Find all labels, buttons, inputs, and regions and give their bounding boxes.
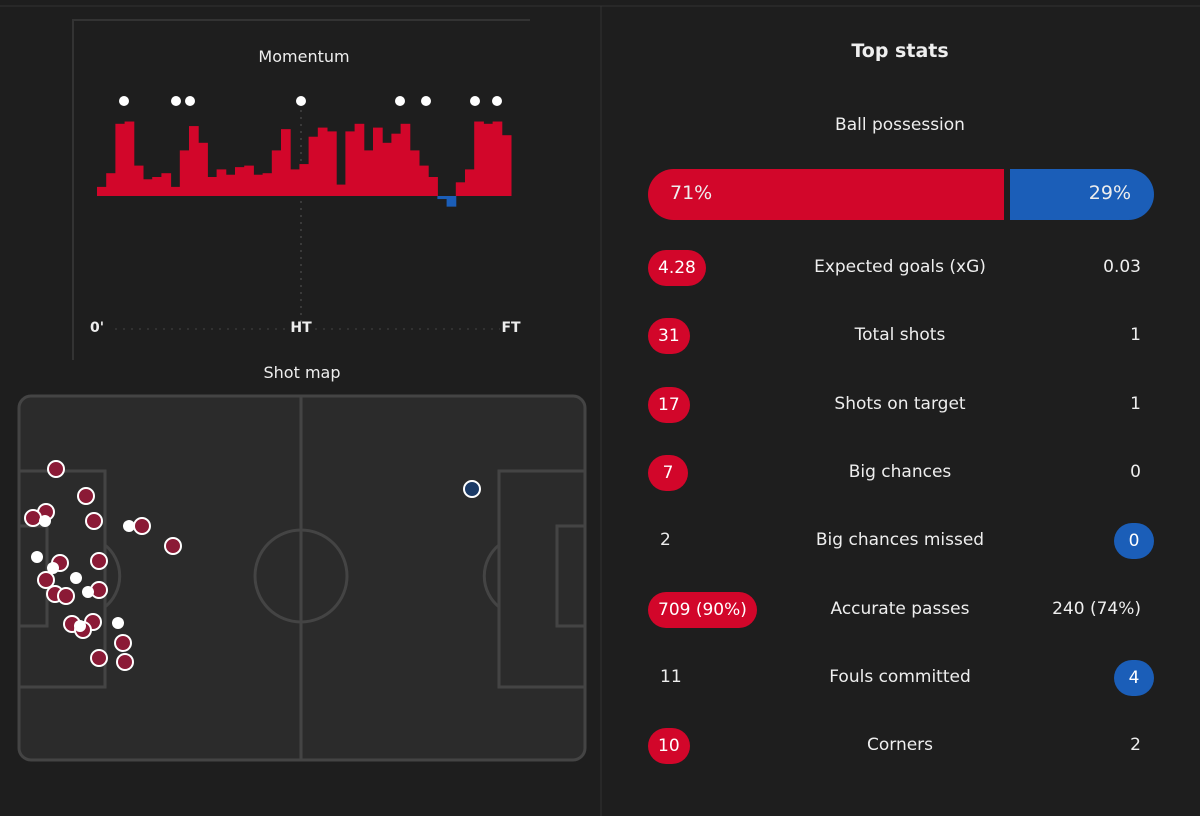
possession-home xyxy=(648,169,1005,220)
momentum-bar xyxy=(409,150,420,196)
momentum-bar xyxy=(446,196,457,207)
stat-label: Fouls committed xyxy=(829,666,971,687)
stat-home: 7 xyxy=(648,454,688,491)
momentum-chart xyxy=(97,121,512,207)
momentum-bar xyxy=(391,133,402,196)
momentum-bar xyxy=(455,182,466,196)
momentum-bar xyxy=(336,184,346,196)
possession-away-label: 29% xyxy=(1088,182,1131,204)
stat-home: 17 xyxy=(648,386,690,423)
momentum-bar xyxy=(373,127,383,196)
momentum-bar xyxy=(124,121,135,196)
possession-away xyxy=(1010,169,1154,220)
momentum-bar xyxy=(253,174,264,196)
momentum-bar xyxy=(225,174,236,196)
momentum-bar xyxy=(271,150,282,196)
momentum-bar xyxy=(290,169,300,196)
momentum-title: Momentum xyxy=(258,47,350,66)
stat-home: 31 xyxy=(648,318,690,355)
shot-map-title: Shot map xyxy=(263,363,341,382)
stat-away: 1 xyxy=(1130,393,1141,414)
stat-home: 10 xyxy=(648,728,690,765)
momentum-bar xyxy=(189,126,199,196)
stat-home: 709 (90%) xyxy=(648,591,757,628)
stat-label: Corners xyxy=(866,735,934,756)
momentum-bar xyxy=(152,177,162,196)
momentum-bar xyxy=(419,165,429,196)
goal-shots xyxy=(31,515,135,632)
stat-home: 11 xyxy=(660,666,682,687)
momentum-bar xyxy=(170,186,181,196)
momentum-bar xyxy=(281,129,291,196)
momentum-bar xyxy=(299,164,310,196)
possession-home-label: 71% xyxy=(670,182,713,204)
momentum-bar xyxy=(363,150,374,196)
time-label: HT xyxy=(290,320,312,336)
stat-label: Total shots xyxy=(854,325,946,346)
stat-away: 0 xyxy=(1130,461,1141,482)
stat-home: 4.28 xyxy=(648,250,706,286)
time-label: FT xyxy=(501,320,521,336)
stat-label: Big chances missed xyxy=(815,530,985,551)
momentum-bar xyxy=(244,165,254,196)
momentum-bar xyxy=(354,123,365,196)
momentum-bar xyxy=(327,131,337,196)
momentum-bar xyxy=(345,131,356,196)
momentum-bar xyxy=(97,186,107,196)
momentum-bar xyxy=(400,123,411,196)
momentum-bar xyxy=(262,173,273,196)
momentum-bar xyxy=(143,179,153,196)
time-label: 0' xyxy=(89,320,105,336)
stat-label: Expected goals (xG) xyxy=(814,257,986,277)
momentum-bar xyxy=(198,142,208,196)
possession-label: Ball possession xyxy=(835,115,965,135)
stat-label: Shots on target xyxy=(834,393,966,414)
stat-away: 4 xyxy=(1114,659,1154,696)
stat-away: 1 xyxy=(1130,325,1141,346)
momentum-bar xyxy=(483,123,494,196)
stat-away: 0 xyxy=(1114,523,1154,560)
momentum-bar xyxy=(216,169,227,196)
momentum-bar xyxy=(133,165,144,196)
stat-away: 0.03 xyxy=(1103,257,1141,277)
stat-home: 2 xyxy=(660,530,671,551)
momentum-bar xyxy=(437,196,448,200)
stat-away: 240 (74%) xyxy=(1052,598,1141,619)
momentum-frame xyxy=(72,19,530,360)
pitch xyxy=(17,394,587,762)
stat-label: Accurate passes xyxy=(830,598,970,619)
momentum-bar xyxy=(317,127,328,196)
momentum-bar xyxy=(428,177,438,196)
goal-icons xyxy=(119,96,502,106)
momentum-bar xyxy=(115,123,126,196)
momentum-bar xyxy=(501,135,512,196)
momentum-bar xyxy=(235,167,245,196)
momentum-bar xyxy=(382,142,392,196)
momentum-bar xyxy=(492,121,503,196)
momentum-bar xyxy=(106,173,116,196)
momentum-bar xyxy=(179,150,190,196)
momentum-bar xyxy=(308,136,319,196)
momentum-bar xyxy=(161,173,172,196)
stat-away: 2 xyxy=(1130,735,1141,756)
top-stats-title: Top stats xyxy=(851,40,949,62)
momentum-bar xyxy=(465,169,475,196)
stat-label: Big chances xyxy=(848,461,952,482)
momentum-bar xyxy=(474,121,484,196)
momentum-bar xyxy=(207,177,218,196)
